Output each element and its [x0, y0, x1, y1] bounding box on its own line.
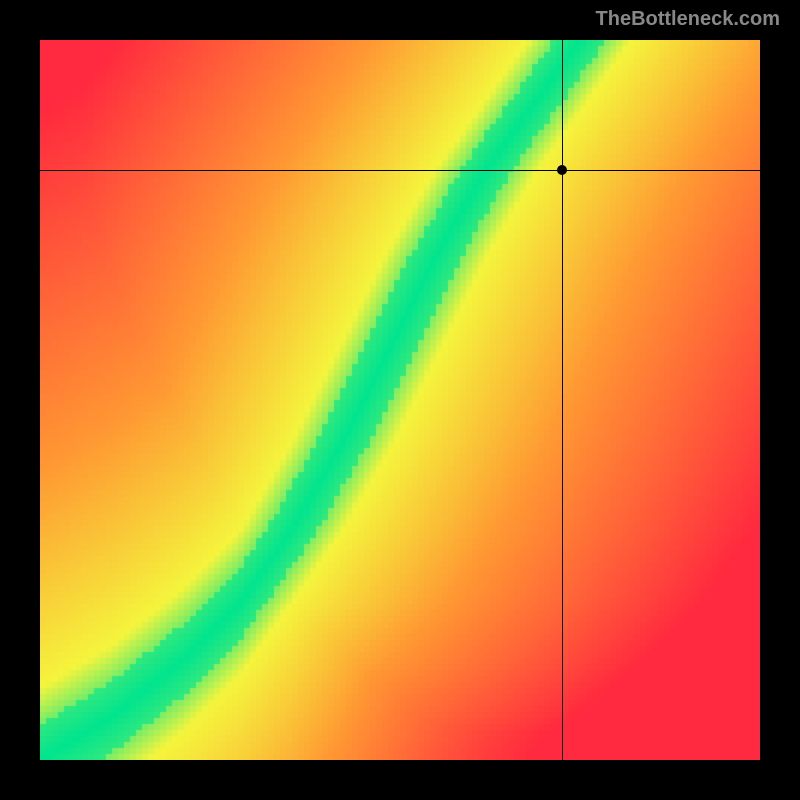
- watermark-text: TheBottleneck.com: [596, 8, 780, 31]
- heatmap-canvas: [40, 40, 760, 760]
